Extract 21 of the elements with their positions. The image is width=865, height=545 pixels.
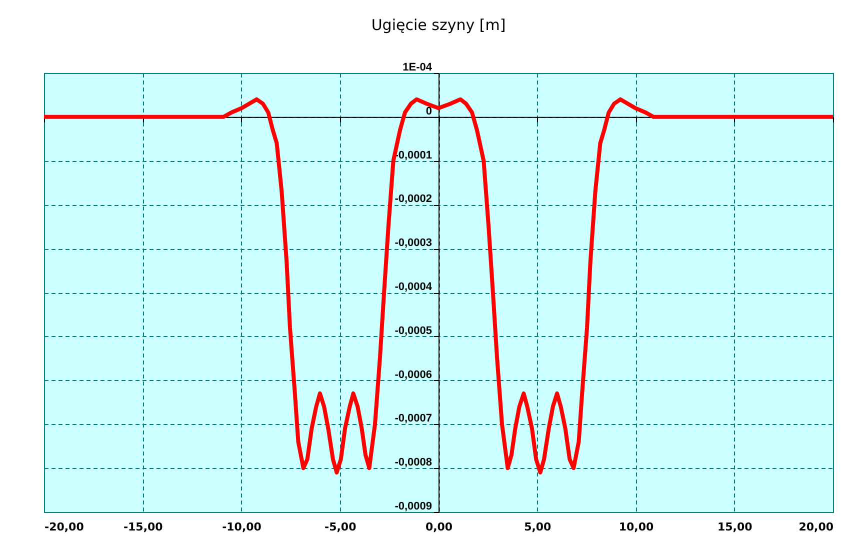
- x-tick-label: 20,00: [798, 520, 834, 534]
- y-tick-label: -0,0002: [394, 193, 432, 206]
- x-tick-label: 10,00: [618, 520, 654, 534]
- x-tick-label: -15,00: [123, 520, 164, 534]
- y-tick-label: -0,0003: [394, 237, 432, 250]
- y-tick-label: 0: [426, 105, 432, 118]
- y-tick-label: 1E-04: [402, 62, 433, 74]
- y-tick-label: -0,0007: [394, 412, 432, 425]
- x-tick-label: 5,00: [524, 520, 552, 534]
- y-tick-label: -0,0001: [394, 149, 432, 162]
- x-tick-label: -10,00: [222, 520, 262, 534]
- x-tick-label: 0,00: [425, 520, 453, 534]
- x-tick-label: -5,00: [324, 520, 357, 534]
- y-tick-label: -0,0006: [394, 368, 432, 381]
- y-tick-label: -0,0008: [394, 456, 432, 469]
- y-tick-label: -0,0004: [394, 281, 433, 293]
- x-tick-label: -20,00: [44, 520, 84, 534]
- chart-title: Ugięcie szyny [m]: [371, 16, 506, 34]
- y-tick-label: -0,0005: [394, 324, 432, 337]
- y-tick-label: -0,0009: [394, 500, 432, 512]
- x-tick-label: 15,00: [717, 520, 753, 534]
